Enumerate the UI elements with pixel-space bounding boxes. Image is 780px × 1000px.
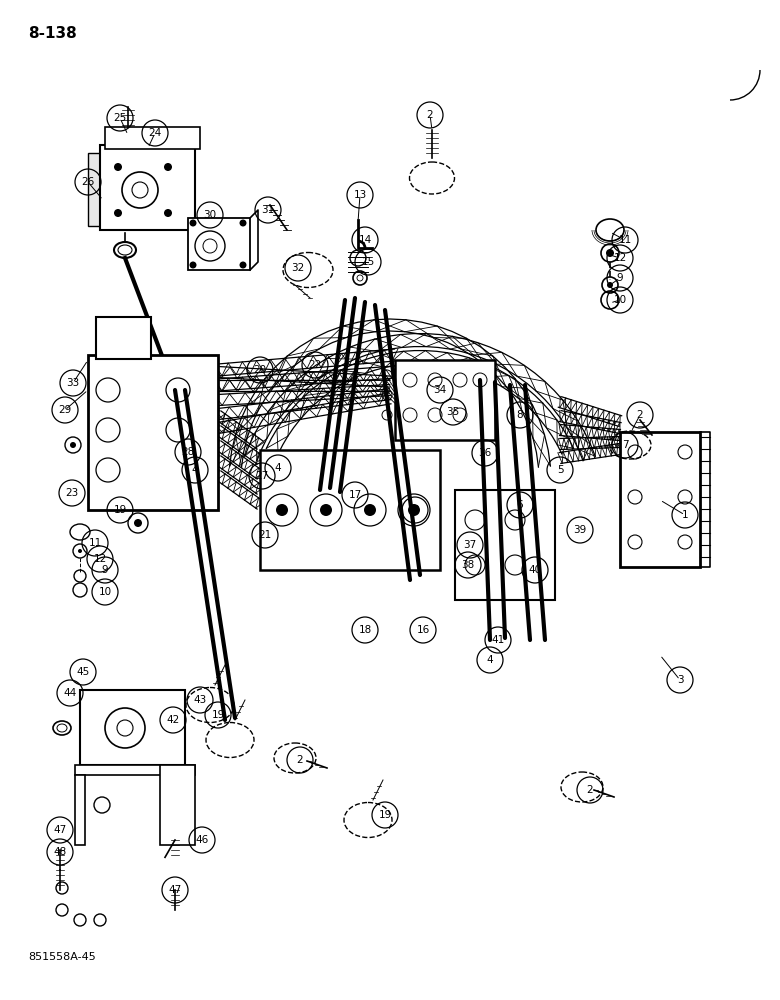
Text: 25: 25 <box>113 113 126 123</box>
Text: 6: 6 <box>516 500 523 510</box>
Text: 28: 28 <box>182 447 195 457</box>
Circle shape <box>164 209 172 217</box>
Text: 19: 19 <box>211 710 225 720</box>
Circle shape <box>239 261 246 268</box>
Text: 15: 15 <box>361 257 374 267</box>
FancyBboxPatch shape <box>100 145 195 230</box>
Circle shape <box>364 504 376 516</box>
Text: 10: 10 <box>613 295 626 305</box>
Circle shape <box>606 249 614 257</box>
Text: 9: 9 <box>101 565 108 575</box>
FancyBboxPatch shape <box>188 218 250 270</box>
Text: 9: 9 <box>617 273 623 283</box>
FancyBboxPatch shape <box>88 355 218 510</box>
Text: 33: 33 <box>66 378 80 388</box>
Text: 12: 12 <box>613 253 626 263</box>
Text: 48: 48 <box>53 847 66 857</box>
Circle shape <box>239 220 246 227</box>
Circle shape <box>70 442 76 448</box>
FancyBboxPatch shape <box>96 317 151 359</box>
Circle shape <box>114 163 122 171</box>
Text: 36: 36 <box>478 448 491 458</box>
FancyBboxPatch shape <box>620 432 700 567</box>
Text: 34: 34 <box>434 385 447 395</box>
Text: 30: 30 <box>204 210 217 220</box>
Text: 26: 26 <box>81 177 94 187</box>
FancyBboxPatch shape <box>455 490 555 600</box>
Text: 47: 47 <box>168 885 182 895</box>
Circle shape <box>190 261 197 268</box>
Text: 31: 31 <box>261 205 275 215</box>
Circle shape <box>164 163 172 171</box>
Text: 19: 19 <box>378 810 392 820</box>
Text: 2: 2 <box>587 785 594 795</box>
Text: 8-138: 8-138 <box>28 26 76 41</box>
Text: 24: 24 <box>148 128 161 138</box>
Text: 32: 32 <box>292 263 305 273</box>
Text: 20: 20 <box>254 365 267 375</box>
Circle shape <box>276 504 288 516</box>
FancyBboxPatch shape <box>260 450 440 570</box>
FancyBboxPatch shape <box>75 775 85 845</box>
Text: 40: 40 <box>528 565 541 575</box>
Text: 10: 10 <box>98 587 112 597</box>
Text: 12: 12 <box>94 554 107 564</box>
FancyBboxPatch shape <box>75 765 195 775</box>
Text: 39: 39 <box>573 525 587 535</box>
Text: 17: 17 <box>349 490 362 500</box>
Text: 851558A-45: 851558A-45 <box>28 952 96 962</box>
Circle shape <box>190 220 197 227</box>
Text: 35: 35 <box>446 407 459 417</box>
Text: 29: 29 <box>58 405 72 415</box>
Circle shape <box>320 504 332 516</box>
Text: 21: 21 <box>258 530 271 540</box>
Circle shape <box>114 209 122 217</box>
FancyBboxPatch shape <box>80 690 185 765</box>
Circle shape <box>134 519 142 527</box>
Text: 19: 19 <box>113 505 126 515</box>
Text: 13: 13 <box>353 190 367 200</box>
Text: 38: 38 <box>462 560 474 570</box>
Text: 3: 3 <box>412 505 418 515</box>
Circle shape <box>607 282 613 288</box>
Text: 46: 46 <box>195 835 208 845</box>
Text: 2: 2 <box>636 410 643 420</box>
FancyBboxPatch shape <box>105 127 200 149</box>
Text: 5: 5 <box>557 465 563 475</box>
Text: 4: 4 <box>487 655 493 665</box>
Text: 37: 37 <box>463 540 477 550</box>
Text: 44: 44 <box>63 688 76 698</box>
Text: 8: 8 <box>516 410 523 420</box>
Text: 3: 3 <box>677 675 683 685</box>
FancyBboxPatch shape <box>160 765 195 845</box>
Text: 11: 11 <box>88 538 101 548</box>
Text: 2: 2 <box>296 755 303 765</box>
Text: 7: 7 <box>622 440 629 450</box>
FancyBboxPatch shape <box>395 360 495 440</box>
Text: 42: 42 <box>166 715 179 725</box>
Text: 23: 23 <box>66 488 79 498</box>
FancyBboxPatch shape <box>88 153 102 226</box>
Text: 16: 16 <box>417 625 430 635</box>
Text: 41: 41 <box>491 635 505 645</box>
Circle shape <box>78 549 82 553</box>
Text: 47: 47 <box>53 825 66 835</box>
Text: 18: 18 <box>358 625 371 635</box>
Text: 4: 4 <box>192 465 198 475</box>
Text: 2: 2 <box>427 110 434 120</box>
Text: 1: 1 <box>682 510 688 520</box>
Text: 27: 27 <box>255 471 268 481</box>
Circle shape <box>408 504 420 516</box>
Text: 43: 43 <box>193 695 207 705</box>
Text: 14: 14 <box>358 235 371 245</box>
Text: 22: 22 <box>308 360 321 370</box>
Text: 11: 11 <box>619 235 632 245</box>
Text: 4: 4 <box>275 463 282 473</box>
Text: 45: 45 <box>76 667 90 677</box>
